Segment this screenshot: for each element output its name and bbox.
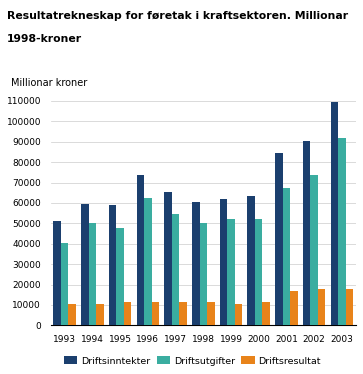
Bar: [164, 192, 172, 325]
Bar: [303, 141, 310, 325]
Bar: [81, 204, 89, 325]
Bar: [318, 289, 325, 325]
Bar: [275, 153, 283, 325]
Bar: [68, 304, 76, 325]
Bar: [192, 202, 200, 325]
Bar: [144, 198, 152, 325]
Bar: [262, 302, 270, 325]
Bar: [124, 302, 131, 325]
Bar: [283, 188, 290, 325]
Bar: [117, 229, 124, 325]
Bar: [172, 214, 179, 325]
Bar: [235, 304, 242, 325]
Bar: [96, 304, 103, 325]
Text: Resultatrekneskap for føretak i kraftsektoren. Millionar: Resultatrekneskap for føretak i kraftsek…: [7, 11, 348, 21]
Legend: Driftsinntekter, Driftsutgifter, Driftsresultat: Driftsinntekter, Driftsutgifter, Driftsr…: [60, 353, 325, 369]
Bar: [248, 196, 255, 325]
Bar: [227, 219, 235, 325]
Bar: [310, 175, 318, 325]
Bar: [61, 243, 68, 325]
Text: 1998-kroner: 1998-kroner: [7, 34, 82, 44]
Bar: [290, 291, 298, 325]
Bar: [338, 138, 346, 325]
Bar: [207, 302, 215, 325]
Text: Millionar kroner: Millionar kroner: [11, 77, 87, 88]
Bar: [179, 302, 187, 325]
Bar: [346, 289, 353, 325]
Bar: [200, 223, 207, 325]
Bar: [53, 221, 61, 325]
Bar: [331, 102, 338, 325]
Bar: [220, 199, 227, 325]
Bar: [255, 219, 262, 325]
Bar: [152, 302, 159, 325]
Bar: [136, 175, 144, 325]
Bar: [89, 223, 96, 325]
Bar: [109, 205, 117, 325]
